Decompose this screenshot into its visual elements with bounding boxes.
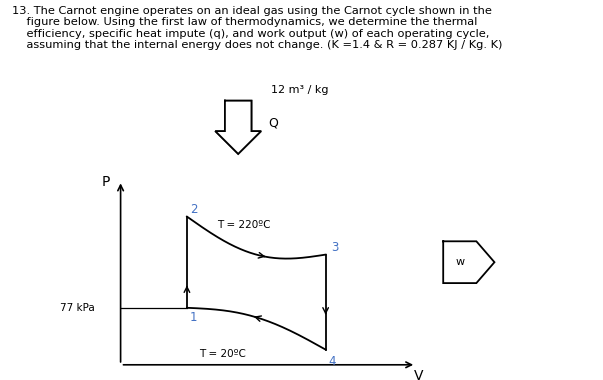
Polygon shape: [443, 241, 494, 283]
Text: w: w: [455, 257, 464, 267]
Text: 1: 1: [190, 311, 197, 324]
Text: 3: 3: [332, 241, 339, 254]
Text: V: V: [414, 369, 424, 380]
Text: T = 220ºC: T = 220ºC: [217, 220, 271, 230]
Text: 4: 4: [329, 355, 336, 368]
Polygon shape: [215, 101, 261, 154]
Text: 77 kPa: 77 kPa: [60, 303, 95, 313]
Text: 2: 2: [190, 203, 197, 216]
Text: P: P: [101, 176, 110, 189]
Text: 12 m³ / kg: 12 m³ / kg: [271, 85, 329, 95]
Text: Q: Q: [268, 117, 278, 130]
Text: T = 20ºC: T = 20ºC: [199, 349, 246, 359]
Text: 13. The Carnot engine operates on an ideal gas using the Carnot cycle shown in t: 13. The Carnot engine operates on an ide…: [12, 6, 502, 51]
